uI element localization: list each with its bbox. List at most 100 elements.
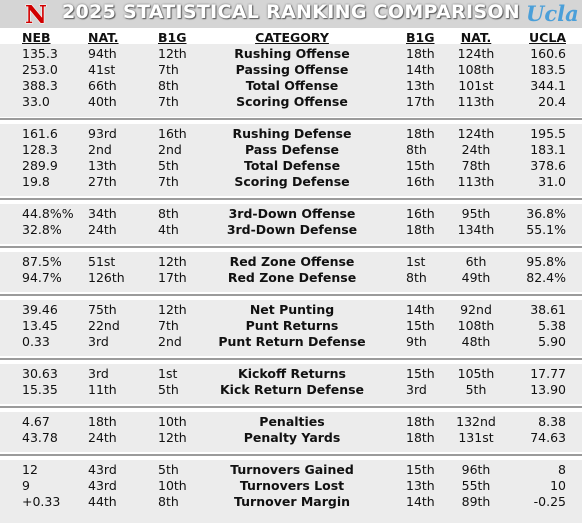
neb-nat-rank: 22nd [88, 318, 120, 333]
neb-nat-rank: 34th [88, 206, 117, 221]
group-bg-defense [0, 124, 582, 196]
neb-b1g-rank: 8th [158, 78, 179, 93]
ucla-nat-rank: 78th [461, 158, 491, 173]
group-bg-third-down [0, 204, 582, 244]
category-label: Passing Offense [235, 62, 349, 77]
neb-b1g-rank: 7th [158, 94, 179, 109]
category-label: Kickoff Returns [238, 366, 346, 381]
ucla-b1g-rank: 15th [406, 366, 435, 381]
ucla-nat-rank: 132nd [456, 414, 496, 429]
neb-value: 135.3 [22, 46, 58, 61]
neb-nat-rank: 11th [88, 382, 117, 397]
neb-nat-rank: 43rd [88, 462, 117, 477]
ucla-nat-rank: 108th [457, 62, 495, 77]
category-label: Total Offense [245, 78, 339, 93]
category-label: Turnovers Gained [230, 462, 354, 477]
divider [0, 454, 582, 456]
header-ucla: UCLA [529, 30, 566, 45]
ucla-b1g-rank: 14th [406, 302, 435, 317]
ucla-b1g-rank: 17th [406, 94, 435, 109]
neb-b1g-rank: 7th [158, 174, 179, 189]
category-label: Penalties [259, 414, 325, 429]
group-bg-punting [0, 300, 582, 356]
neb-nat-rank: 3rd [88, 366, 109, 381]
neb-b1g-rank: 16th [158, 126, 187, 141]
neb-nat-rank: 24th [88, 222, 117, 237]
ucla-b1g-rank: 8th [406, 142, 427, 157]
neb-nat-rank: 51st [88, 254, 116, 269]
category-label: 3rd-Down Defense [226, 222, 358, 237]
neb-value: 13.45 [22, 318, 58, 333]
divider [0, 246, 582, 248]
ucla-value: 195.5 [530, 126, 566, 141]
ucla-value: 183.1 [530, 142, 566, 157]
ucla-value: 74.63 [530, 430, 566, 445]
ucla-value: 160.6 [530, 46, 566, 61]
neb-value: 87.5% [22, 254, 62, 269]
ucla-nat-rank: 55th [461, 478, 491, 493]
ucla-value: 5.90 [538, 334, 566, 349]
ucla-nat-rank: 6th [465, 254, 487, 269]
category-label: Turnovers Lost [239, 478, 345, 493]
ucla-value: 5.38 [538, 318, 566, 333]
divider [0, 406, 582, 408]
category-label: Net Punting [249, 302, 335, 317]
neb-value: 388.3 [22, 78, 58, 93]
category-label: Turnover Margin [233, 494, 350, 509]
ucla-b1g-rank: 1st [406, 254, 426, 269]
neb-value: 43.78 [22, 430, 58, 445]
ucla-value: 17.77 [530, 366, 566, 381]
neb-nat-rank: 94th [88, 46, 117, 61]
category-label: 3rd-Down Offense [228, 206, 356, 221]
ucla-b1g-rank: 18th [406, 430, 435, 445]
category-label: Red Zone Defense [227, 270, 357, 285]
header-neb-nat: NAT. [88, 30, 119, 45]
neb-b1g-rank: 4th [158, 222, 179, 237]
neb-b1g-rank: 8th [158, 206, 179, 221]
ucla-nat-rank: 131st [458, 430, 494, 445]
ucla-value: 378.6 [530, 158, 566, 173]
ucla-value: 10 [550, 478, 566, 493]
ucla-b1g-rank: 9th [406, 334, 427, 349]
neb-b1g-rank: 7th [158, 318, 179, 333]
ucla-nat-rank: 113th [457, 94, 495, 109]
ucla-nat-rank: 24th [461, 142, 491, 157]
neb-b1g-rank: 12th [158, 46, 187, 61]
neb-nat-rank: 3rd [88, 334, 109, 349]
neb-value: 30.63 [22, 366, 58, 381]
neb-value: 33.0 [22, 94, 50, 109]
ucla-value: -0.25 [533, 494, 566, 509]
nebraska-logo-icon: N [25, 2, 48, 26]
neb-value: 4.67 [22, 414, 50, 429]
header-neb-b1g: B1G [158, 30, 187, 45]
ucla-nat-rank: 92nd [460, 302, 492, 317]
category-label: Rushing Offense [234, 46, 350, 61]
svg-text:N: N [25, 2, 47, 26]
ucla-nat-rank: 95th [461, 206, 491, 221]
ucla-b1g-rank: 15th [406, 318, 435, 333]
neb-value: 39.46 [22, 302, 58, 317]
neb-value: 32.8% [22, 222, 62, 237]
divider [0, 358, 582, 360]
ucla-value: 20.4 [538, 94, 566, 109]
title-bar: N 2025 STATISTICAL RANKING COMPARISON Uc… [0, 0, 582, 28]
neb-b1g-rank: 17th [158, 270, 187, 285]
neb-value: 0.33 [22, 334, 50, 349]
ucla-nat-rank: 124th [457, 126, 495, 141]
neb-value: 44.8%% [22, 206, 74, 221]
neb-b1g-rank: 2nd [158, 142, 182, 157]
neb-nat-rank: 13th [88, 158, 117, 173]
neb-b1g-rank: 5th [158, 462, 179, 477]
group-bg-kickoff [0, 364, 582, 404]
neb-nat-rank: 93rd [88, 126, 117, 141]
page-title: 2025 STATISTICAL RANKING COMPARISON [62, 1, 520, 23]
neb-b1g-rank: 5th [158, 382, 179, 397]
neb-value: 128.3 [22, 142, 58, 157]
neb-b1g-rank: 1st [158, 366, 178, 381]
ucla-nat-rank: 113th [457, 174, 495, 189]
divider [0, 118, 582, 120]
neb-nat-rank: 2nd [88, 142, 112, 157]
category-label: Red Zone Offense [229, 254, 355, 269]
neb-nat-rank: 126th [88, 270, 125, 285]
